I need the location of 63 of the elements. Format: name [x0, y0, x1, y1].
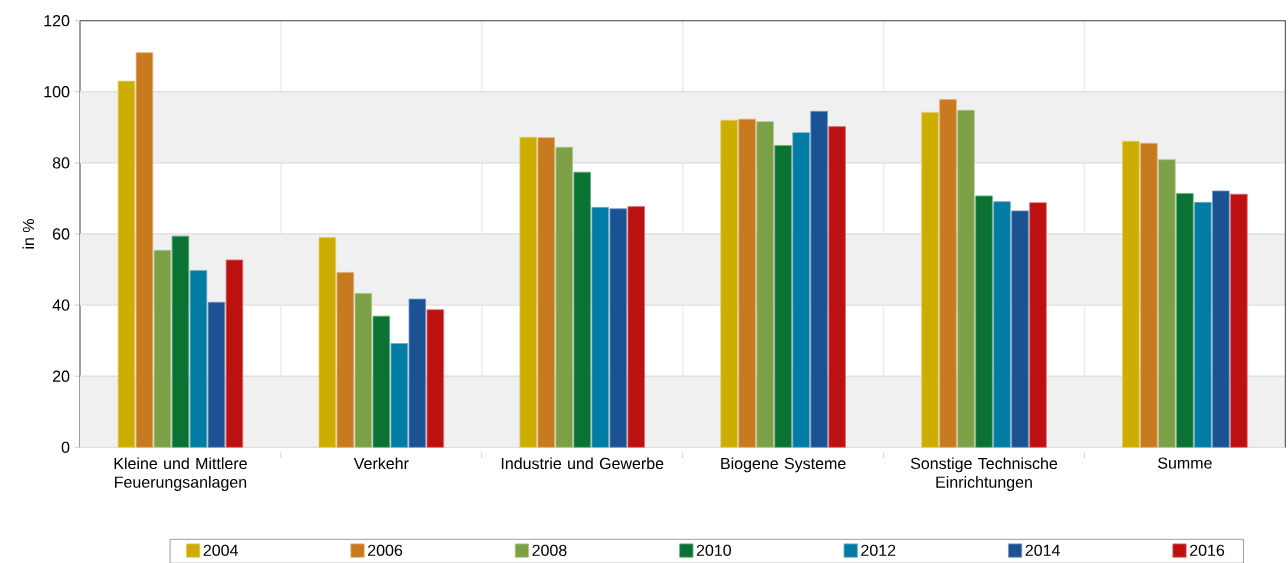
legend-label: 2014 [1025, 544, 1060, 556]
y-tick-label: 60 [52, 228, 70, 240]
y-axis-title: in % [22, 218, 35, 249]
bar [939, 98, 957, 448]
x-tick-label: Sonstige Technische Einrichtungen [910, 457, 1058, 491]
bar [1140, 142, 1158, 448]
bar [1011, 210, 1029, 448]
bar [537, 137, 555, 448]
bar [828, 126, 846, 448]
bar [810, 110, 828, 448]
bar [519, 136, 537, 448]
bar [354, 292, 373, 448]
bar [993, 201, 1011, 448]
bar [756, 121, 774, 448]
bar [1158, 159, 1176, 448]
bar [738, 118, 756, 448]
bar [1212, 190, 1230, 448]
bar [975, 195, 993, 448]
bar [372, 315, 391, 448]
bar [1176, 192, 1194, 448]
bar [921, 111, 939, 448]
legend-label: 2008 [532, 544, 567, 556]
bar [573, 171, 591, 448]
bar [390, 342, 409, 448]
y-tick-label: 80 [52, 157, 70, 169]
x-tick-label: Industrie und Gewerbe [501, 457, 664, 469]
legend-label: 2004 [203, 544, 238, 556]
x-tick-label: Verkehr [353, 457, 409, 469]
bar [426, 309, 445, 448]
bar [1029, 202, 1047, 448]
y-tick-label: 40 [52, 299, 70, 311]
legend-label: 2006 [368, 544, 403, 556]
bar [957, 109, 975, 448]
y-tick-label: 100 [44, 85, 70, 98]
y-tick-label: 20 [52, 370, 70, 382]
bar [1122, 140, 1140, 448]
bar [189, 270, 208, 448]
bar [1194, 201, 1212, 448]
bar [207, 301, 226, 448]
legend-label: 2010 [696, 544, 732, 556]
bar [1230, 193, 1248, 448]
bar [117, 80, 136, 448]
y-tick-label: 0 [61, 441, 70, 453]
bar [792, 132, 810, 448]
bar [153, 249, 172, 448]
x-tick-label: Summe [1158, 457, 1212, 469]
bar [171, 235, 190, 448]
bar [627, 206, 645, 448]
bar [555, 146, 573, 448]
x-tick-label: Kleine und Mittlere Feuerungsanlagen [114, 457, 247, 491]
bar [318, 236, 337, 448]
bar [609, 208, 627, 448]
bar [591, 206, 609, 448]
bar [774, 144, 792, 448]
bar [135, 52, 154, 448]
legend-label: 2012 [861, 544, 896, 556]
y-tick-label: 120 [44, 14, 70, 27]
bar [408, 298, 427, 448]
x-tick-label: Biogene Systeme [721, 457, 846, 473]
legend-label: 2016 [1190, 544, 1225, 556]
bar [720, 119, 738, 448]
bar [225, 259, 244, 448]
bar [336, 271, 355, 448]
